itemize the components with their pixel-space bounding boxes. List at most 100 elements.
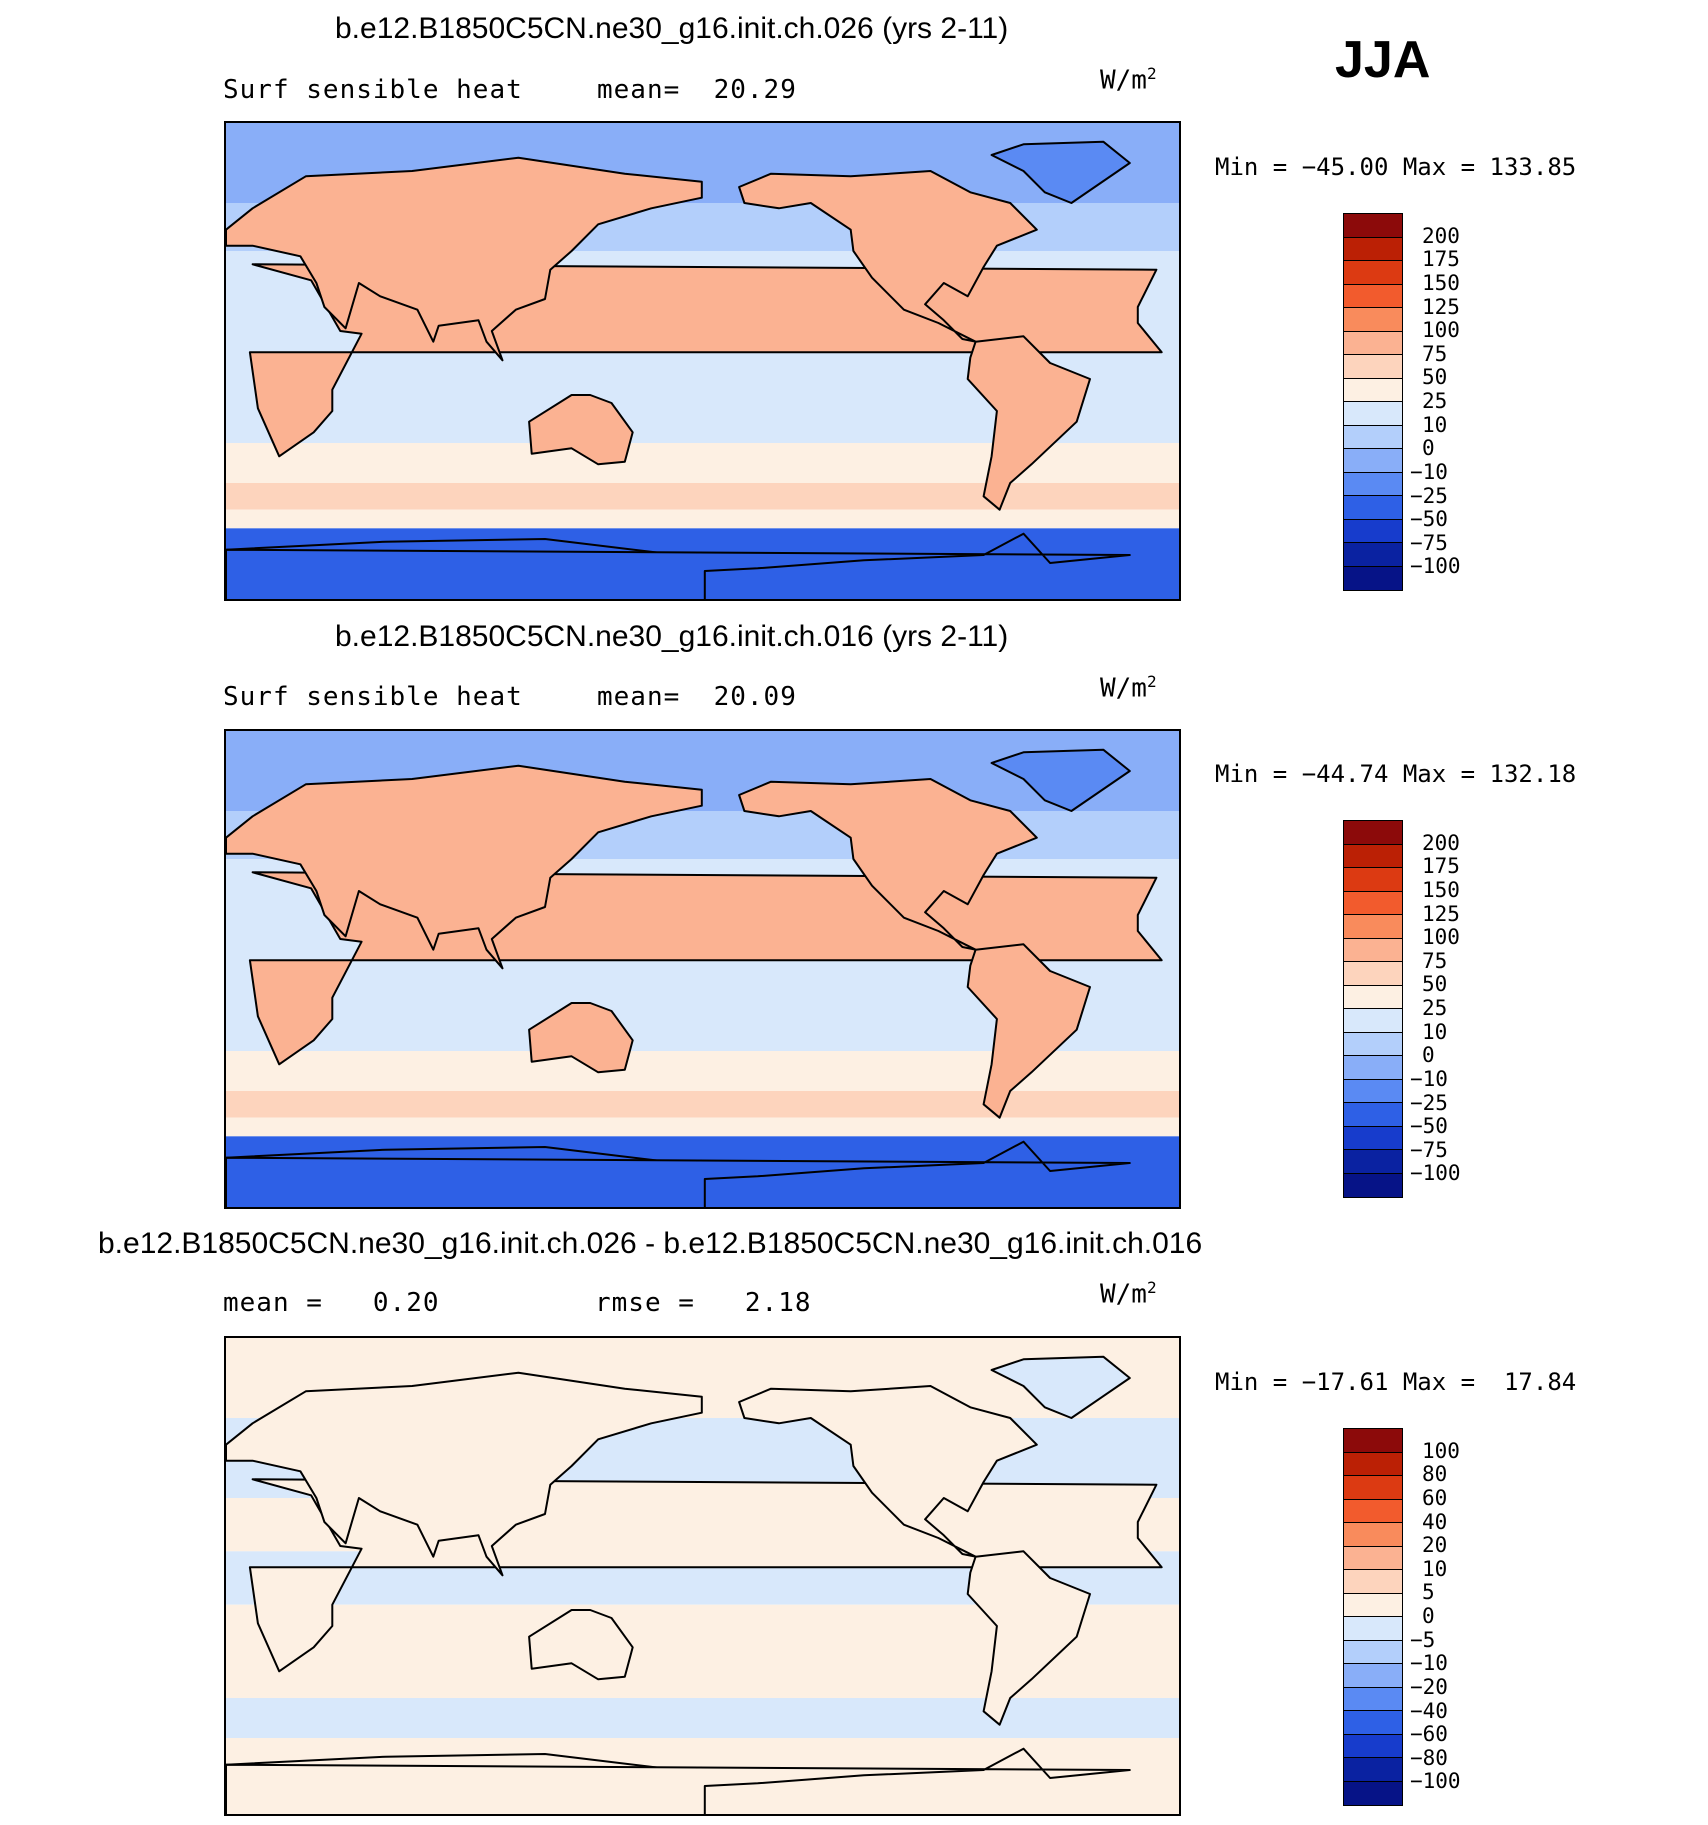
colorbar-tick-label: −25	[1410, 483, 1448, 508]
units-superscript: 2	[1146, 672, 1157, 691]
coastline-southAmerica	[966, 1550, 1091, 1726]
colorbar-tick-label: 200	[1422, 830, 1460, 855]
colorbar-tick-label: 75	[1422, 341, 1448, 366]
colorbar-tick-label: −10	[1410, 1651, 1448, 1676]
field-band	[226, 1698, 1179, 1738]
colorbar-swatch	[1344, 891, 1402, 915]
colorbar-swatch	[1344, 844, 1402, 868]
map-canvas	[226, 1338, 1179, 1814]
units-text: W/m	[1100, 65, 1147, 96]
colorbar-swatch	[1344, 1009, 1402, 1033]
colorbar-tick-label: 0	[1422, 436, 1435, 461]
colorbar-swatch	[1344, 1032, 1402, 1056]
min-max-label: Min = −44.74 Max = 132.18	[1215, 760, 1577, 788]
rmse-value: 2.18	[744, 1288, 812, 1318]
colorbar-tick-label: 150	[1422, 877, 1460, 902]
field-band	[226, 509, 1179, 529]
colorbar-tick-label: −10	[1410, 459, 1448, 484]
colorbar-tick-label: 20	[1422, 1533, 1448, 1558]
contour-map	[224, 121, 1181, 601]
colorbar-swatch	[1344, 1523, 1402, 1547]
colorbar-tick-label: 100	[1422, 1438, 1460, 1463]
colorbar-tick-label: 125	[1422, 294, 1460, 319]
colorbar-tick-label: 200	[1422, 223, 1460, 248]
colorbar-swatch	[1344, 355, 1402, 379]
contour-map	[224, 729, 1181, 1209]
mean-label-text: mean =	[223, 1288, 323, 1318]
coastline-southAmerica	[966, 335, 1091, 511]
colorbar-tick-label: 50	[1422, 365, 1448, 390]
colorbar-labels: 200 175 150 125 100 75 50 25 10 0 −10 −25 −50 −75 −100	[1410, 213, 1530, 591]
units-label: W/m2	[1100, 1278, 1157, 1310]
rmse-label: rmse = 2.18	[595, 1288, 812, 1318]
colorbar-swatch	[1344, 821, 1402, 845]
mean-value: 20.09	[713, 682, 797, 712]
colorbar	[1343, 820, 1403, 1198]
colorbar-tick-label: −80	[1410, 1745, 1448, 1770]
colorbar-swatch	[1344, 284, 1402, 308]
colorbar-swatch	[1344, 1570, 1402, 1594]
colorbar-swatch	[1344, 1687, 1402, 1711]
colorbar-swatch	[1344, 1173, 1402, 1197]
panel-title: b.e12.B1850C5CN.ne30_g16.init.ch.026 (yr…	[335, 12, 1009, 45]
units-text: W/m	[1100, 673, 1147, 704]
colorbar-tick-label: −50	[1410, 507, 1448, 532]
colorbar-tick-label: 10	[1422, 1019, 1448, 1044]
coastline-greenland	[990, 748, 1131, 812]
colorbar-tick-label: −100	[1410, 554, 1461, 579]
colorbar-tick-label: 0	[1422, 1604, 1435, 1628]
contour-map	[224, 1336, 1181, 1816]
colorbar-swatch	[1344, 1476, 1402, 1500]
colorbar-swatch	[1344, 938, 1402, 962]
mean-label-text: mean=	[597, 682, 681, 712]
colorbar-tick-label: 175	[1422, 247, 1460, 272]
colorbar-swatch	[1344, 1546, 1402, 1570]
colorbar-tick-label: 175	[1422, 854, 1460, 879]
coastline-northAmerica	[738, 778, 1038, 951]
colorbar-swatch	[1344, 1711, 1402, 1735]
coastline-northAmerica	[738, 1385, 1038, 1558]
colorbar-swatch	[1344, 1758, 1402, 1782]
colorbar-tick-label: 100	[1422, 318, 1460, 343]
colorbar-tick-label: 25	[1422, 389, 1448, 413]
colorbar-swatch	[1344, 261, 1402, 285]
variable-label: Surf sensible heat	[223, 75, 523, 105]
variable-label: Surf sensible heat	[223, 682, 523, 712]
map-canvas	[226, 731, 1179, 1207]
colorbar-swatch	[1344, 1734, 1402, 1758]
colorbar-swatch	[1344, 1781, 1402, 1805]
colorbar-swatch	[1344, 496, 1402, 520]
colorbar-swatch	[1344, 915, 1402, 939]
colorbar-swatch	[1344, 1079, 1402, 1103]
units-superscript: 2	[1146, 64, 1157, 83]
colorbar-swatch	[1344, 1452, 1402, 1476]
colorbar-swatch	[1344, 1640, 1402, 1664]
colorbar	[1343, 213, 1403, 591]
colorbar-swatch	[1344, 425, 1402, 449]
colorbar-tick-label: 60	[1422, 1485, 1448, 1510]
colorbar-tick-label: 80	[1422, 1462, 1448, 1487]
colorbar-swatch	[1344, 1150, 1402, 1174]
colorbar-swatch	[1344, 1499, 1402, 1523]
rmse-label-text: rmse =	[595, 1288, 695, 1318]
colorbar-tick-label: 75	[1422, 948, 1448, 973]
colorbar-swatch	[1344, 1664, 1402, 1688]
mean-label-text: mean=	[597, 75, 681, 105]
colorbar-swatch	[1344, 1056, 1402, 1080]
colorbar-tick-label: −40	[1410, 1698, 1448, 1723]
colorbar-swatch	[1344, 1126, 1402, 1150]
colorbar	[1343, 1428, 1403, 1806]
coastline-antarctica2	[226, 1140, 1131, 1207]
colorbar-tick-label: −100	[1410, 1769, 1461, 1794]
colorbar-swatch	[1344, 472, 1402, 496]
coastline-eurasia	[226, 1371, 703, 1577]
colorbar-tick-label: 10	[1422, 412, 1448, 437]
coastline-eurasia	[226, 156, 703, 362]
coastline-australia	[528, 1002, 634, 1074]
colorbar-swatch	[1344, 1429, 1402, 1453]
colorbar-swatch	[1344, 1103, 1402, 1127]
mean-label: mean= 20.09	[597, 682, 797, 712]
colorbar-tick-label: −5	[1410, 1627, 1436, 1652]
colorbar-tick-label: −50	[1410, 1114, 1448, 1139]
coastline-northAmerica	[738, 170, 1038, 343]
